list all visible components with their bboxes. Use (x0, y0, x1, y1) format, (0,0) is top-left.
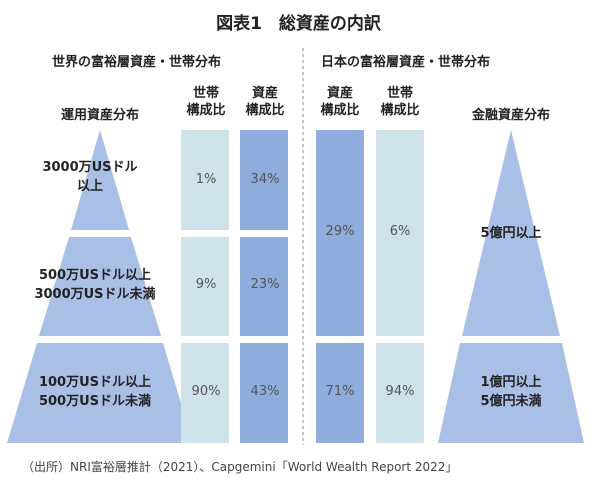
japan-tier-1-assets-cell (316, 130, 364, 336)
japan-tier-2-assets-value: 71% (325, 384, 355, 399)
japan-tier-1-households-cell (376, 130, 424, 336)
japan-pyramid-tier-1 (462, 130, 560, 336)
world-tier-1-label: 3000万USドル 以上 (42, 160, 138, 194)
world-pyramid-tier-1 (71, 130, 129, 230)
world-tier-1-households-cell (181, 130, 229, 230)
japan-tier-2-households-cell (376, 343, 424, 443)
world-assets-header: 資産 構成比 (245, 86, 285, 118)
japan-tier-1-assets-value: 29% (325, 224, 355, 239)
world-tier-3-label: 100万USドル以上 500万USドル未満 (38, 375, 152, 409)
world-tier-3-assets-value: 43% (250, 384, 280, 399)
world-tier-1-households-value: 1% (195, 172, 217, 187)
japan-pyramid-tier-2 (438, 343, 584, 443)
bar-cells (181, 130, 424, 443)
source-note: （出所）NRI富裕層推計（2021）、Capgemini「World Wealt… (22, 460, 458, 474)
japan-tier-2-assets-cell (316, 343, 364, 443)
japan-tier-1-households-value: 6% (389, 224, 411, 239)
world-tier-3-households-value: 90% (191, 384, 221, 399)
world-pyramid-label: 運用資産分布 (60, 108, 139, 123)
japan-tier-2-label: 1億円以上 5億円未満 (480, 375, 542, 409)
world-tier-2-assets-value: 23% (250, 277, 280, 292)
world-pyramid-tier-3 (7, 343, 193, 443)
japan-households-header: 世帯 構成比 (380, 86, 420, 118)
world-tier-1-assets-value: 34% (250, 172, 280, 187)
world-pyramid-tier-2 (39, 237, 161, 336)
world-tier-3-households-cell (181, 343, 229, 443)
japan-section-title: 日本の富裕層資産・世帯分布 (321, 55, 491, 70)
chart-title: 図表1 総資産の内訳 (216, 14, 381, 34)
japan-pyramid-label: 金融資産分布 (471, 108, 550, 123)
japan-assets-header: 資産 構成比 (320, 86, 360, 118)
world-tier-2-label: 500万USドル以上 3000万USドル未満 (34, 268, 156, 302)
world-households-header: 世帯 構成比 (186, 86, 226, 118)
world-section-title: 世界の富裕層資産・世帯分布 (52, 55, 222, 70)
world-tier-2-assets-cell (240, 237, 288, 336)
japan-tier-2-households-value: 94% (385, 384, 415, 399)
world-tier-1-assets-cell (240, 130, 288, 230)
world-tier-2-households-value: 9% (195, 277, 217, 292)
japan-tier-1-label: 5億円以上 (480, 226, 542, 241)
world-tier-3-assets-cell (240, 343, 288, 443)
world-tier-2-households-cell (181, 237, 229, 336)
